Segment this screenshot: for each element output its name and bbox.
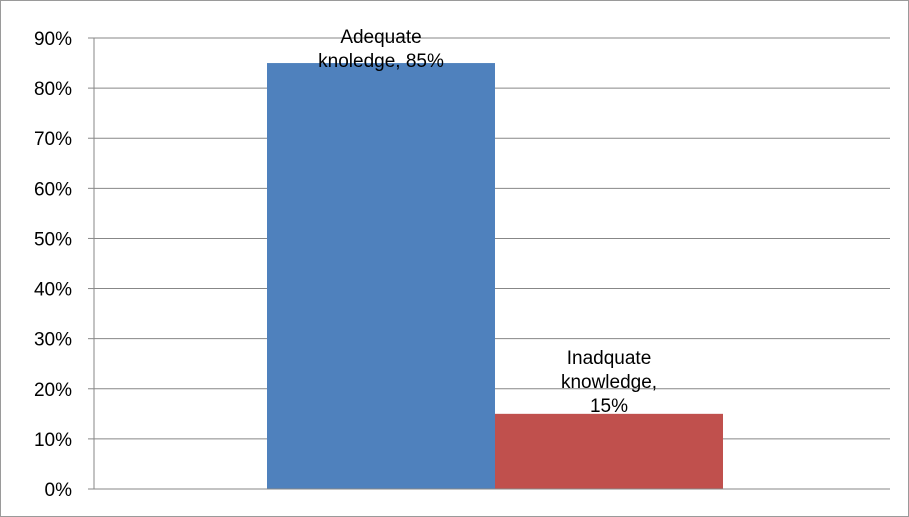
axes <box>88 37 890 490</box>
y-tick-label: 80% <box>34 79 72 100</box>
data-label-0: Adequate knoledge, 85% <box>318 27 444 72</box>
data-label-line: knoledge, 85% <box>318 51 444 72</box>
data-label-line: Inadquate <box>567 348 652 369</box>
y-tick-label: 60% <box>34 179 72 200</box>
y-tick-labels: 0% 10% 20% 30% 40% 50% 60% 70% 80% 90% <box>34 29 72 501</box>
data-label-line: knowledge, <box>561 372 657 393</box>
y-tick-label: 30% <box>34 330 72 351</box>
y-tick-label: 70% <box>34 129 72 150</box>
y-tick-label: 20% <box>34 380 72 401</box>
bar-0 <box>267 63 495 490</box>
bar-1 <box>495 413 723 489</box>
y-tick-label: 0% <box>45 480 73 501</box>
data-label-line: Adequate <box>340 27 421 48</box>
y-tick-label: 40% <box>34 280 72 301</box>
data-labels: Adequate knoledge, 85% Inadquate knowledge,… <box>318 27 657 417</box>
bars <box>267 63 723 490</box>
y-tick-label: 10% <box>34 430 72 451</box>
data-label-line: 15% <box>590 396 628 417</box>
data-label-1: Inadquate knowledge, 15% <box>561 348 657 417</box>
y-tick-label: 90% <box>34 29 72 50</box>
y-tick-label: 50% <box>34 229 72 250</box>
